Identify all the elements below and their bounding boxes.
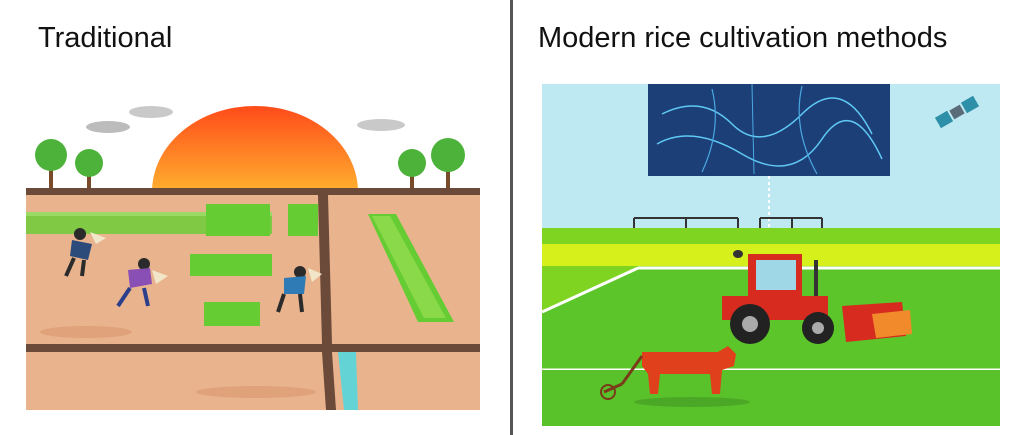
farmer-icon bbox=[276, 266, 322, 313]
tree-icon bbox=[398, 149, 426, 192]
tree-icon bbox=[431, 138, 465, 192]
right-title: Modern rice cultivation methods bbox=[538, 22, 948, 54]
sun-icon bbox=[152, 106, 358, 192]
ox-plow-icon bbox=[600, 346, 750, 407]
cloud-icon bbox=[86, 106, 173, 133]
data-display-panel bbox=[648, 84, 890, 176]
tree-icon bbox=[75, 149, 103, 192]
farmer-icon bbox=[64, 228, 106, 277]
satellite-icon bbox=[934, 95, 980, 129]
cloud-icon bbox=[357, 119, 405, 131]
panel-divider bbox=[510, 0, 513, 435]
tree-icon bbox=[35, 139, 67, 190]
farmer-icon bbox=[116, 258, 168, 308]
modern-illustration bbox=[542, 84, 1000, 426]
drone-icon bbox=[733, 250, 743, 258]
left-title: Traditional bbox=[38, 22, 173, 54]
tractor-icon bbox=[722, 254, 912, 344]
traditional-illustration bbox=[26, 100, 480, 410]
